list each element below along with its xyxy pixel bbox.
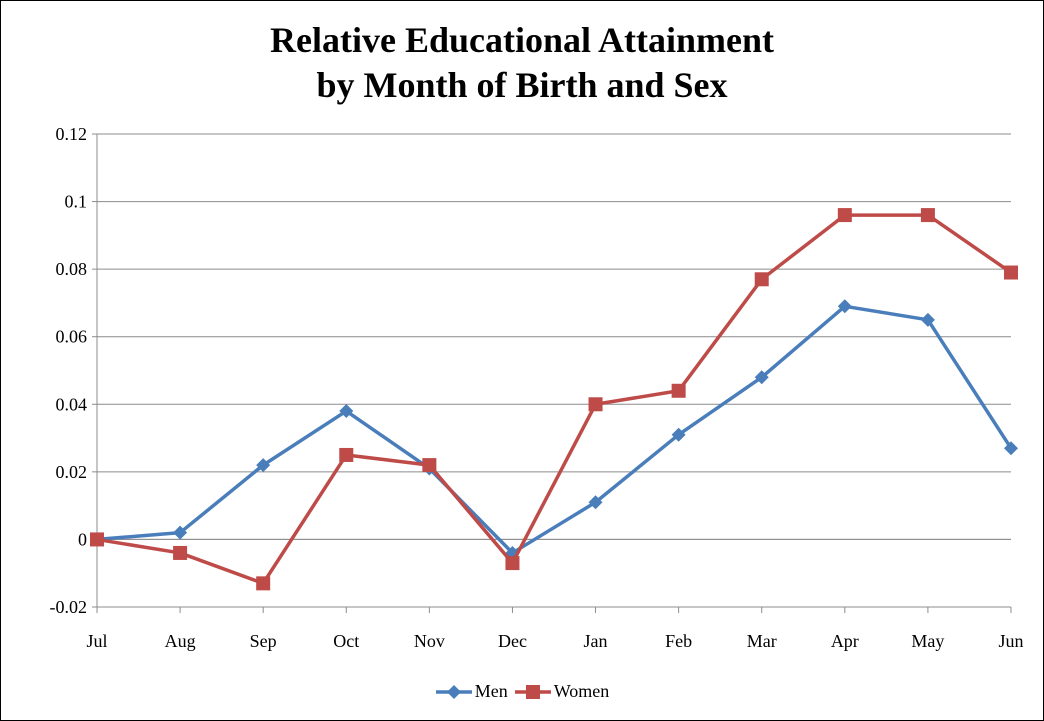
- legend-label: Men: [474, 681, 508, 701]
- y-tick-label: 0.02: [56, 462, 88, 482]
- chart-title-line-2: by Month of Birth and Sex: [316, 65, 728, 105]
- legend-label: Women: [553, 681, 610, 701]
- series-men: [90, 299, 1018, 560]
- data-point: [1004, 441, 1018, 456]
- y-tick-label: 0.08: [56, 259, 88, 279]
- x-tick-label: Jun: [998, 631, 1023, 651]
- x-tick-label: Apr: [831, 631, 859, 651]
- data-point: [256, 576, 271, 591]
- data-point: [588, 495, 603, 510]
- data-point: [754, 370, 769, 385]
- legend-swatch: [435, 684, 472, 699]
- series-line: [96, 304, 1013, 555]
- data-point: [588, 397, 603, 412]
- legend-item-men: Men: [435, 681, 508, 702]
- y-tick-label: -0.02: [50, 597, 88, 617]
- series-line: [96, 213, 1012, 586]
- x-tick-label: Feb: [665, 631, 692, 651]
- data-point: [422, 458, 437, 473]
- data-point: [671, 427, 686, 442]
- x-tick-label: Jan: [584, 631, 608, 651]
- data-point: [1004, 265, 1018, 280]
- x-tick-label: Mar: [747, 631, 777, 651]
- x-tick-label: Nov: [414, 631, 445, 651]
- y-tick-label: 0.06: [56, 327, 88, 347]
- axes: [92, 133, 1012, 613]
- y-tick-label: 0.04: [56, 394, 88, 414]
- data-point: [505, 556, 520, 571]
- data-point: [173, 545, 188, 560]
- chart-title: Relative Educational Attainment by Month…: [0, 18, 1044, 108]
- legend-item-women: Women: [514, 681, 610, 702]
- x-tick-label: Oct: [333, 631, 359, 651]
- series-group: [90, 208, 1018, 591]
- y-tick-label: 0: [78, 529, 87, 549]
- y-axis-ticks: -0.02 0 0.02 0.04 0.06 0.08 0.1 0.12: [50, 124, 88, 617]
- x-tick-label: Jul: [86, 631, 107, 651]
- x-tick-label: Sep: [250, 631, 277, 651]
- x-tick-label: May: [911, 631, 944, 651]
- data-point: [256, 458, 271, 473]
- x-tick-label: Aug: [165, 631, 196, 651]
- x-axis-ticks: Jul Aug Sep Oct Nov Dec Jan Feb Mar Apr May Jun: [86, 631, 1023, 651]
- series-women: [90, 208, 1018, 591]
- data-point: [339, 447, 354, 462]
- data-point: [339, 404, 354, 419]
- x-tick-label: Dec: [498, 631, 527, 651]
- data-point: [173, 525, 188, 540]
- data-point: [90, 532, 104, 547]
- y-tick-label: 0.1: [65, 192, 88, 212]
- data-point: [754, 272, 769, 287]
- data-point: [920, 208, 935, 223]
- data-point: [837, 208, 852, 223]
- gridlines: [97, 133, 1011, 540]
- y-tick-label: 0.12: [56, 124, 88, 144]
- legend: Men Women: [0, 681, 1044, 702]
- data-point: [920, 312, 935, 327]
- legend-swatch: [514, 684, 551, 699]
- data-point: [671, 383, 686, 398]
- data-point: [837, 299, 852, 314]
- chart-title-line-1: Relative Educational Attainment: [270, 20, 774, 60]
